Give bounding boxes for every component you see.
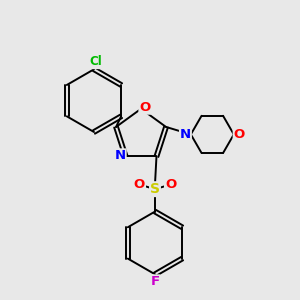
Text: N: N xyxy=(180,128,191,141)
Text: Cl: Cl xyxy=(89,55,102,68)
Text: O: O xyxy=(139,101,151,114)
Text: S: S xyxy=(150,182,160,196)
Text: F: F xyxy=(150,275,160,288)
Text: O: O xyxy=(165,178,176,190)
Text: O: O xyxy=(134,178,145,190)
Text: O: O xyxy=(234,128,245,141)
Text: N: N xyxy=(115,149,126,162)
